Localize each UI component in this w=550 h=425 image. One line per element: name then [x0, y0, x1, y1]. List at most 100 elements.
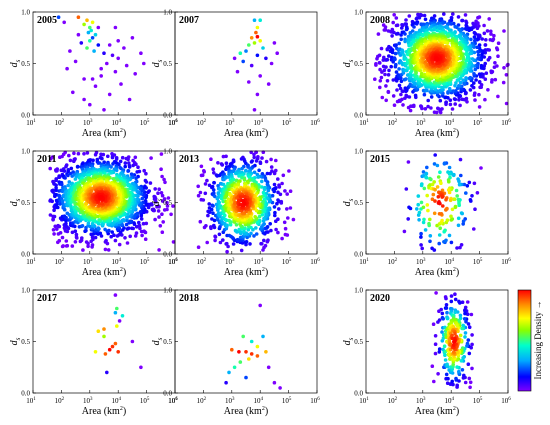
- data-point: [285, 192, 290, 196]
- data-point: [459, 173, 463, 178]
- data-point: [424, 171, 429, 176]
- x-tick-label: 102: [197, 119, 207, 127]
- scatter-points-2011: [48, 150, 176, 252]
- data-point: [60, 154, 64, 159]
- data-point: [465, 300, 470, 304]
- data-point: [235, 69, 240, 74]
- data-point: [85, 151, 90, 155]
- data-point: [241, 59, 245, 64]
- data-point: [384, 84, 388, 88]
- panel-2015: 101 102 103 104 105 106 0.0 0.5 1.0 Area (km2) ds 2…: [342, 148, 511, 279]
- data-point: [265, 182, 270, 187]
- colorbar-label: Increasing Density →: [533, 301, 543, 380]
- data-point: [276, 177, 280, 181]
- data-point: [410, 19, 415, 24]
- x-tick-label: 104: [111, 119, 121, 127]
- data-point: [107, 347, 112, 352]
- data-point: [394, 70, 399, 74]
- data-point: [169, 212, 173, 217]
- x-axis-label: Area (km2): [224, 128, 268, 139]
- data-point: [406, 160, 411, 164]
- data-point: [152, 194, 156, 199]
- data-point: [102, 327, 106, 331]
- data-point: [409, 73, 413, 78]
- data-point: [73, 229, 78, 233]
- scatter-points-2015: [402, 153, 483, 252]
- data-point: [432, 211, 437, 216]
- data-point: [419, 243, 423, 247]
- x-tick-label: 101: [359, 258, 369, 266]
- x-tick-label: 104: [444, 258, 454, 266]
- data-point: [397, 41, 402, 46]
- data-point: [65, 66, 69, 71]
- data-point: [72, 159, 76, 163]
- data-point: [96, 43, 101, 47]
- data-point: [54, 183, 58, 187]
- data-point: [456, 197, 461, 202]
- x-tick-label: 106: [501, 397, 511, 405]
- data-point: [456, 15, 461, 19]
- data-point: [160, 193, 165, 198]
- data-point: [423, 17, 428, 22]
- data-point: [107, 43, 112, 47]
- data-point: [130, 339, 135, 344]
- data-point: [257, 168, 261, 173]
- data-point: [427, 221, 431, 226]
- data-point: [429, 106, 433, 110]
- data-point: [158, 224, 163, 228]
- data-point: [419, 200, 424, 205]
- data-point: [57, 175, 62, 179]
- data-point: [249, 339, 254, 344]
- data-point: [502, 29, 506, 33]
- data-point: [437, 347, 442, 351]
- data-point: [93, 32, 98, 37]
- data-point: [444, 296, 448, 301]
- data-point: [451, 89, 456, 93]
- data-point: [436, 175, 441, 179]
- data-point: [433, 199, 437, 203]
- data-point: [117, 193, 121, 197]
- data-point: [412, 35, 416, 39]
- data-point: [455, 323, 459, 328]
- data-point: [144, 171, 148, 176]
- data-point: [163, 180, 167, 185]
- data-point: [463, 47, 467, 51]
- data-point: [100, 156, 104, 161]
- data-point: [398, 86, 403, 91]
- data-point: [424, 88, 428, 92]
- data-point: [377, 53, 382, 58]
- data-point: [225, 223, 229, 228]
- data-point: [227, 233, 232, 238]
- data-point: [433, 153, 438, 157]
- data-point: [128, 234, 132, 239]
- data-point: [454, 188, 459, 193]
- data-point: [438, 170, 442, 174]
- data-point: [457, 98, 461, 102]
- data-point: [458, 56, 463, 61]
- data-point: [444, 197, 448, 202]
- y-tick-label: 1.0: [354, 9, 363, 17]
- x-tick-label: 102: [197, 397, 207, 405]
- data-point: [117, 225, 121, 230]
- data-point: [401, 89, 405, 93]
- data-point: [275, 201, 279, 206]
- data-point: [141, 221, 146, 226]
- data-point: [466, 362, 471, 367]
- x-tick-label: 104: [253, 119, 263, 127]
- data-point: [382, 68, 387, 73]
- data-point: [52, 214, 57, 219]
- data-point: [467, 351, 472, 356]
- data-point: [80, 224, 85, 228]
- data-point: [113, 310, 118, 315]
- data-point: [385, 79, 390, 83]
- data-point: [76, 151, 81, 156]
- data-point: [54, 188, 58, 193]
- y-axis-label: ds: [151, 59, 164, 67]
- data-point: [442, 12, 446, 16]
- data-point: [74, 174, 79, 179]
- data-point: [461, 219, 466, 223]
- data-point: [97, 218, 101, 222]
- data-point: [403, 39, 407, 44]
- data-point: [60, 235, 65, 240]
- data-point: [93, 84, 98, 88]
